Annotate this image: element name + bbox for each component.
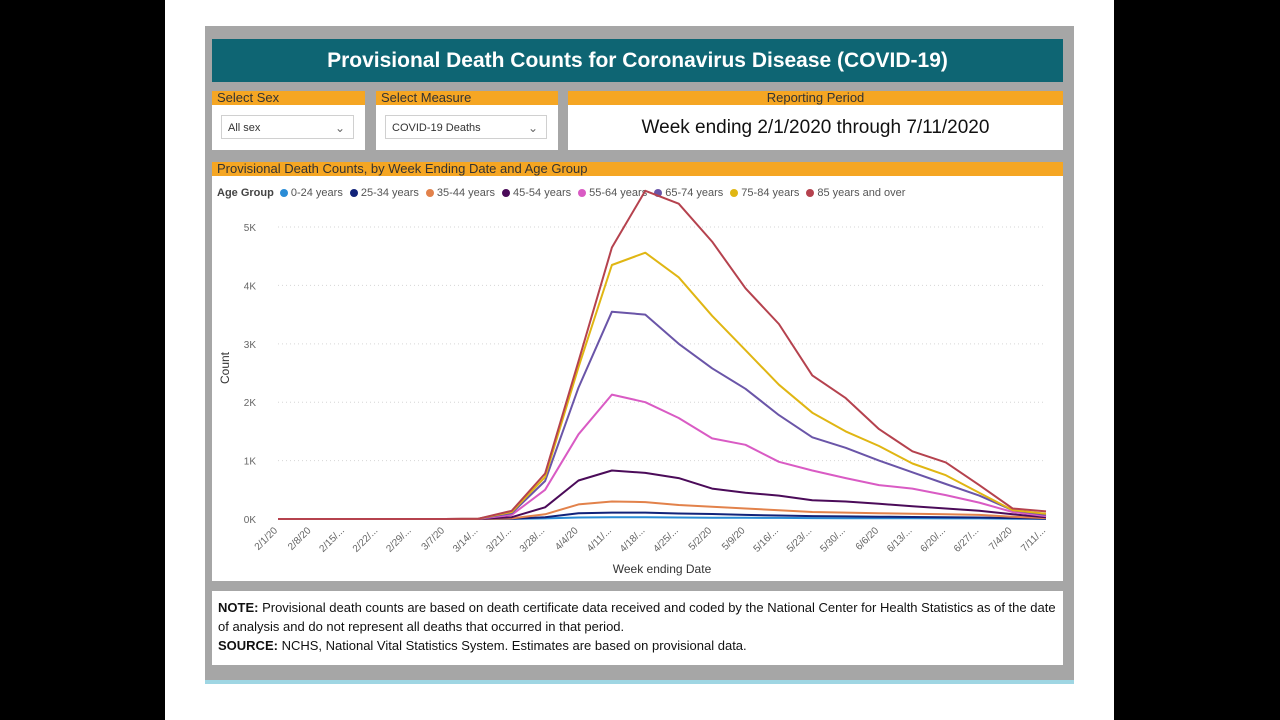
x-tick-label: 3/28/...: [518, 525, 547, 554]
sex-dropdown[interactable]: All sex ⌄: [221, 115, 354, 139]
legend-label: 0-24 years: [290, 187, 343, 199]
chevron-down-icon: ⌄: [334, 121, 345, 135]
legend-item-1[interactable]: 25-34 years: [349, 187, 419, 199]
y-tick-label: 3K: [244, 340, 257, 351]
x-tick-label: 5/9/20: [720, 525, 748, 553]
legend-title: Age Group: [217, 187, 274, 199]
x-tick-label: 2/8/20: [286, 525, 314, 553]
y-tick-label: 4K: [244, 281, 257, 292]
legend-item-0[interactable]: 0-24 years: [279, 187, 343, 199]
y-tick-label: 5K: [244, 223, 257, 234]
x-tick-label: 3/21/...: [484, 525, 513, 554]
y-tick-label: 2K: [244, 398, 257, 409]
dashboard-bottom-bar: [205, 680, 1074, 684]
measure-filter-panel: Select Measure COVID-19 Deaths ⌄: [376, 91, 558, 150]
legend-swatch: [578, 189, 587, 197]
x-tick-label: 6/20/...: [919, 525, 948, 554]
legend-label: 55-64 years: [589, 187, 648, 199]
legend-label: 75-84 years: [741, 187, 800, 199]
measure-dropdown-value: COVID-19 Deaths: [392, 122, 481, 134]
x-tick-label: 4/11/...: [585, 525, 614, 554]
x-tick-label: 3/7/20: [420, 525, 448, 553]
reporting-period-panel: Reporting Period Week ending 2/1/2020 th…: [568, 91, 1063, 150]
legend-swatch: [349, 189, 358, 197]
legend-swatch: [279, 189, 288, 197]
measure-filter-label: Select Measure: [376, 91, 558, 105]
legend-label: 25-34 years: [360, 187, 419, 199]
legend-label: 65-74 years: [665, 187, 724, 199]
x-axis-label: Week ending Date: [613, 562, 712, 576]
note-panel: NOTE: Provisional death counts are based…: [212, 591, 1063, 665]
reporting-period-value: Week ending 2/1/2020 through 7/11/2020: [641, 117, 990, 138]
x-tick-label: 4/25/...: [651, 525, 680, 554]
x-tick-label: 7/11/...: [1019, 525, 1048, 554]
x-tick-label: 6/6/20: [854, 525, 882, 553]
x-tick-label: 7/4/20: [987, 525, 1015, 553]
x-tick-label: 6/13/...: [885, 525, 914, 554]
x-tick-label: 2/15/...: [318, 525, 347, 554]
note-label: NOTE:: [218, 600, 259, 615]
legend-swatch: [730, 189, 739, 197]
dashboard-title: Provisional Death Counts for Coronavirus…: [212, 39, 1063, 82]
x-tick-label: 5/30/...: [818, 525, 847, 554]
source-paragraph: SOURCE: NCHS, National Vital Statistics …: [218, 636, 1057, 655]
note-paragraph: NOTE: Provisional death counts are based…: [218, 598, 1057, 636]
x-tick-label: 2/29/...: [384, 525, 413, 554]
chart-legend: Age Group 0-24 years 25-34 years 35-44 yea…: [217, 187, 912, 199]
y-tick-label: 1K: [244, 457, 257, 468]
legend-swatch: [502, 189, 511, 197]
x-tick-label: 5/23/...: [785, 525, 814, 554]
y-tick-label: 0K: [244, 515, 257, 526]
legend-item-5[interactable]: 65-74 years: [654, 187, 723, 199]
legend-label: 85 years and over: [817, 187, 906, 199]
legend-item-7[interactable]: 85 years and over: [806, 187, 905, 199]
x-tick-label: 4/18/...: [618, 525, 647, 554]
measure-dropdown[interactable]: COVID-19 Deaths ⌄: [385, 115, 547, 139]
x-tick-label: 5/2/20: [687, 525, 715, 553]
legend-item-3[interactable]: 45-54 years: [502, 187, 571, 199]
series-line-7[interactable]: [278, 189, 1047, 520]
legend-label: 35-44 years: [436, 187, 496, 199]
x-tick-label: 2/22/...: [351, 525, 380, 554]
sex-filter-panel: Select Sex All sex ⌄: [212, 91, 365, 150]
chevron-down-icon: ⌄: [527, 121, 538, 135]
note-text: Provisional death counts are based on de…: [218, 600, 1056, 634]
x-tick-label: 4/4/20: [553, 525, 581, 553]
x-tick-label: 3/14/...: [451, 525, 480, 554]
legend-item-2[interactable]: 35-44 years: [425, 187, 496, 199]
x-tick-label: 6/27/...: [952, 525, 981, 554]
chart-title: Provisional Death Counts, by Week Ending…: [212, 162, 1063, 176]
source-text: NCHS, National Vital Statistics System. …: [277, 638, 747, 653]
legend-swatch: [425, 189, 434, 197]
chart-panel: Provisional Death Counts, by Week Ending…: [212, 162, 1063, 581]
legend-swatch: [806, 189, 815, 197]
source-label: SOURCE:: [218, 638, 278, 653]
y-axis-label: Count: [218, 351, 232, 384]
x-tick-label: 5/16/...: [752, 525, 781, 554]
legend-item-6[interactable]: 75-84 years: [730, 187, 799, 199]
x-tick-label: 2/1/20: [253, 525, 281, 553]
legend-label: 45-54 years: [513, 187, 572, 199]
sex-dropdown-value: All sex: [228, 122, 261, 134]
line-chart: 0K 1K 2K 3K 4K 5K 2/1/20 2/8/20 2/15/... 2/22/..…: [218, 189, 1048, 576]
legend-swatch: [654, 189, 663, 197]
series-line-5[interactable]: [278, 310, 1047, 520]
sex-filter-label: Select Sex: [212, 91, 365, 105]
legend-item-4[interactable]: 55-64 years: [578, 187, 647, 199]
reporting-period-label: Reporting Period: [568, 91, 1063, 105]
